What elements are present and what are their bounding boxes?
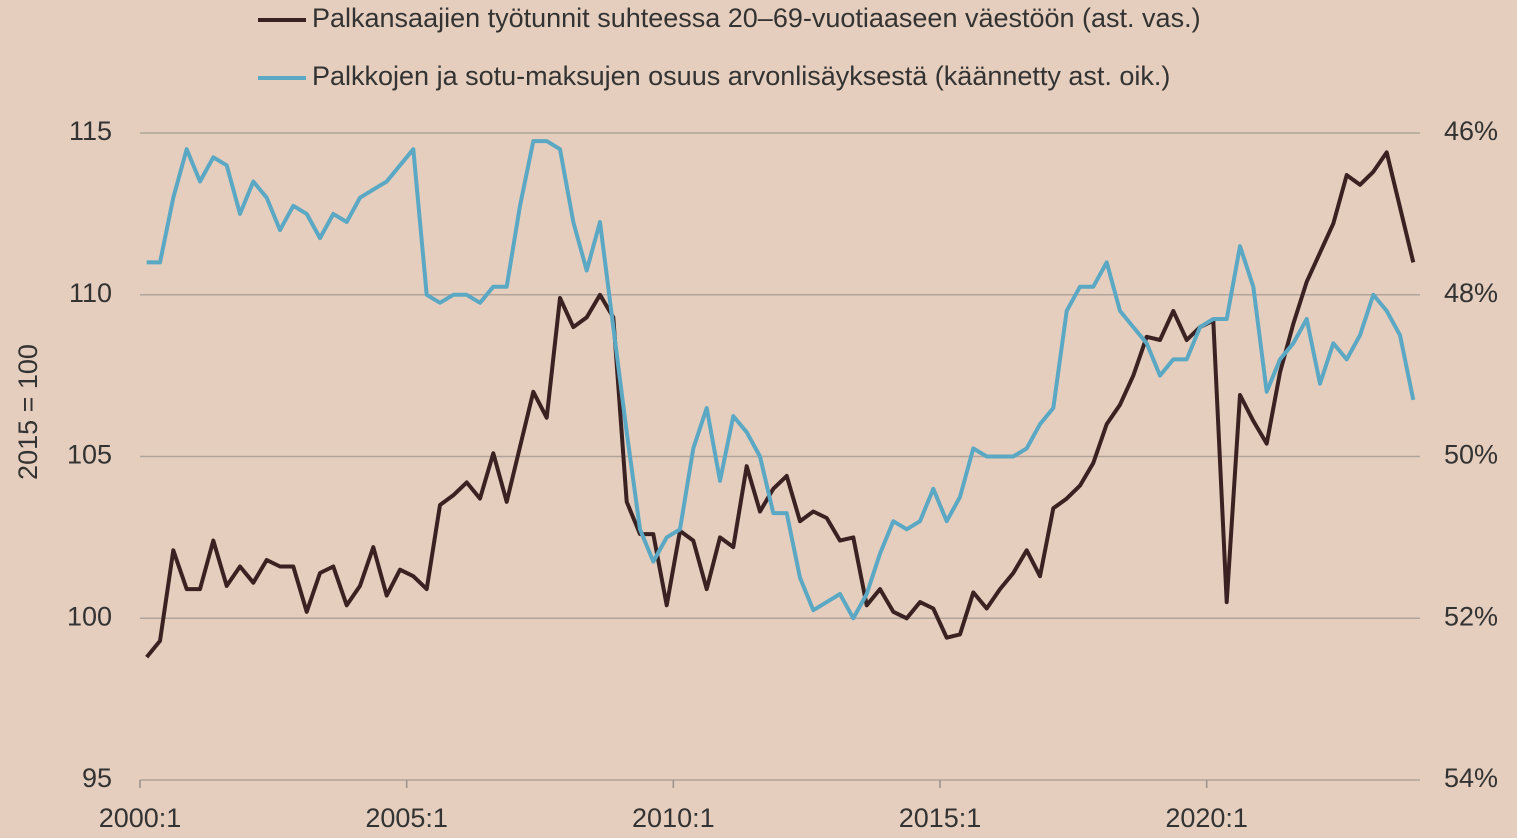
- series-line: [146, 139, 1416, 621]
- x-tick-label: 2000:1: [99, 803, 182, 833]
- series-line: [145, 150, 1416, 659]
- y-tick-label: 110: [69, 278, 112, 308]
- y2-tick-label: 54%: [1444, 763, 1498, 793]
- x-tick-label: 2010:1: [632, 803, 715, 833]
- legend-label: Palkansaajien työtunnit suhteessa 20–69-…: [312, 3, 1201, 33]
- y-tick-label: 95: [82, 763, 112, 793]
- y-axis-label: 2015 = 100: [13, 344, 43, 480]
- y2-tick-label: 46%: [1444, 116, 1498, 146]
- x-tick-label: 2015:1: [899, 803, 982, 833]
- y-tick-label: 105: [67, 440, 112, 470]
- y-tick-label: 115: [69, 116, 112, 146]
- y-tick-label: 100: [67, 601, 112, 631]
- y2-tick-label: 52%: [1444, 601, 1498, 631]
- legend-label: Palkkojen ja sotu-maksujen osuus arvonli…: [312, 61, 1170, 91]
- y2-tick-label: 48%: [1444, 278, 1498, 308]
- x-tick-label: 2005:1: [365, 803, 448, 833]
- y2-tick-label: 50%: [1444, 440, 1498, 470]
- x-tick-label: 2020:1: [1165, 803, 1248, 833]
